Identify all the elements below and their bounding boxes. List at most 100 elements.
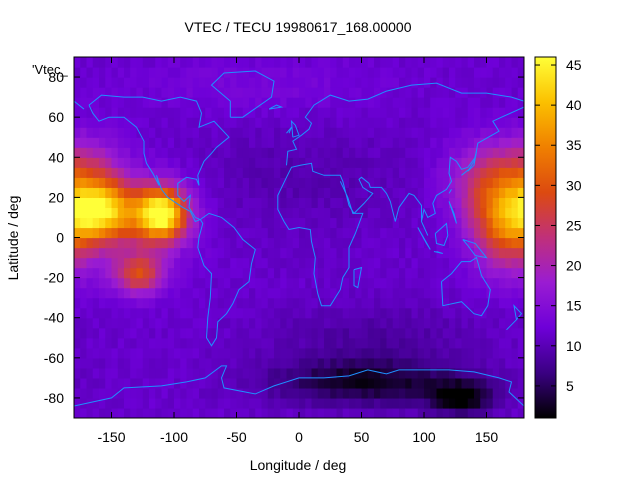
heatmap-cell [386, 397, 394, 409]
heatmap-cell [355, 207, 363, 219]
heatmap-cell [349, 327, 356, 339]
heatmap-cell [311, 367, 319, 379]
heatmap-cell [517, 57, 524, 68]
heatmap-cell [249, 77, 256, 88]
heatmap-cell [399, 77, 406, 88]
heatmap-cell [405, 387, 413, 399]
heatmap-cell [311, 127, 319, 138]
heatmap-cell [86, 287, 94, 299]
heatmap-cell [436, 187, 444, 198]
heatmap-cell [342, 57, 350, 68]
heatmap-cell [261, 287, 269, 299]
heatmap-cell [130, 227, 138, 239]
heatmap-cell [86, 267, 94, 279]
heatmap-cell [186, 337, 194, 349]
heatmap-cell [230, 97, 238, 108]
heatmap-cell [274, 127, 281, 138]
heatmap-cell [92, 377, 100, 389]
heatmap-cell [430, 77, 438, 88]
heatmap-cell [455, 217, 463, 229]
heatmap-cell [167, 57, 175, 68]
heatmap-cell [499, 387, 506, 399]
heatmap-cell [330, 287, 338, 299]
heatmap-cell [486, 157, 494, 168]
heatmap-cell [167, 327, 175, 339]
heatmap-cell [86, 367, 94, 379]
heatmap-cell [311, 317, 319, 329]
heatmap-cell [461, 207, 469, 219]
heatmap-cell [174, 257, 181, 269]
heatmap-cell [499, 107, 506, 118]
heatmap-cell [386, 77, 394, 88]
heatmap-cell [399, 67, 406, 78]
heatmap-cell [505, 117, 513, 128]
heatmap-cell [199, 97, 206, 108]
heatmap-cell [224, 257, 231, 269]
heatmap-cell [330, 207, 338, 219]
heatmap-cell [205, 347, 213, 359]
heatmap-cell [442, 147, 450, 158]
heatmap-cell [430, 177, 438, 188]
heatmap-cell [317, 267, 325, 279]
heatmap-cell [286, 57, 294, 68]
heatmap-cell [299, 377, 306, 389]
heatmap-cell [217, 107, 225, 118]
heatmap-cell [386, 267, 394, 279]
heatmap-cell [380, 107, 388, 118]
heatmap-cell [74, 387, 81, 399]
heatmap-cell [399, 247, 406, 259]
heatmap-cell [92, 267, 100, 279]
heatmap-cell [317, 367, 325, 379]
heatmap-cell [111, 327, 119, 339]
heatmap-cell [105, 137, 113, 148]
heatmap-cell [305, 217, 313, 229]
heatmap-cell [199, 177, 206, 188]
heatmap-cell [267, 317, 275, 329]
heatmap-cell [130, 157, 138, 168]
heatmap-cell [442, 267, 450, 279]
heatmap-cell [361, 57, 369, 68]
heatmap-cell [330, 177, 338, 188]
heatmap-cell [136, 97, 144, 108]
heatmap-cell [86, 387, 94, 399]
heatmap-cell [92, 117, 100, 128]
heatmap-cell [411, 147, 419, 158]
heatmap-cell [267, 267, 275, 279]
heatmap-cell [305, 397, 313, 409]
heatmap-cell [180, 207, 188, 219]
heatmap-cell [492, 67, 500, 78]
heatmap-cell [505, 307, 513, 319]
heatmap-cell [474, 67, 481, 78]
heatmap-cell [367, 167, 375, 178]
heatmap-cell [467, 117, 475, 128]
heatmap-cell [324, 177, 331, 188]
heatmap-cell [411, 287, 419, 299]
heatmap-cell [317, 167, 325, 178]
heatmap-cell [492, 327, 500, 339]
heatmap-cell [130, 267, 138, 279]
heatmap-cell [474, 257, 481, 269]
heatmap-cell [517, 217, 524, 229]
heatmap-cell [467, 337, 475, 349]
heatmap-cell [324, 287, 331, 299]
heatmap-cell [224, 207, 231, 219]
heatmap-cell [267, 307, 275, 319]
heatmap-cell [317, 287, 325, 299]
heatmap-cell [217, 257, 225, 269]
heatmap-cell [92, 87, 100, 98]
heatmap-cell [336, 267, 344, 279]
heatmap-cell [130, 257, 138, 269]
heatmap-cell [192, 247, 200, 259]
heatmap-cell [105, 357, 113, 369]
heatmap-cell [355, 337, 363, 349]
heatmap-cell [149, 327, 156, 339]
heatmap-cell [336, 97, 344, 108]
heatmap-cell [411, 257, 419, 269]
heatmap-cell [405, 247, 413, 259]
heatmap-cell [99, 87, 106, 98]
heatmap-cell [342, 247, 350, 259]
heatmap-cell [274, 227, 281, 239]
heatmap-cell [199, 197, 206, 209]
heatmap-cell [136, 107, 144, 118]
heatmap-cell [136, 197, 144, 209]
